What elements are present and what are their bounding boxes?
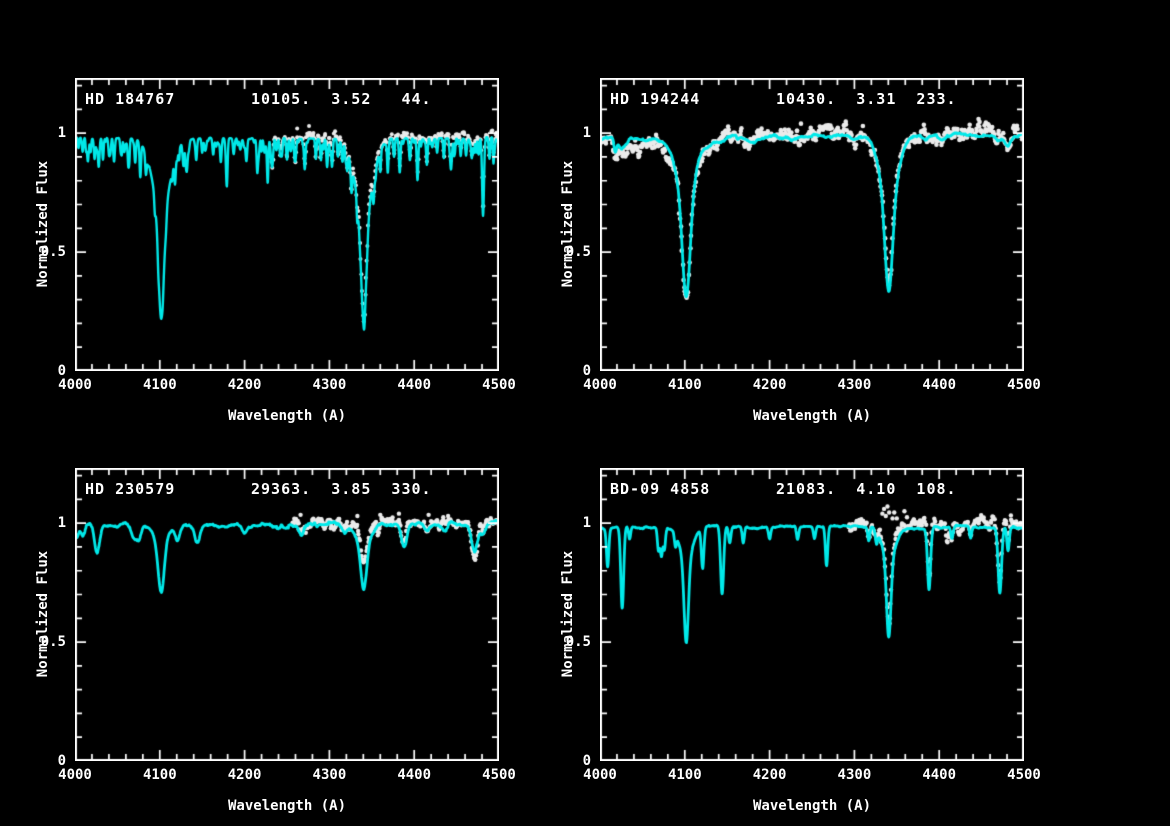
spectrum-panel-hd-184767: HD 184767 10105. 3.52 44. Wavelength (A)… <box>35 78 516 424</box>
y-tick-label: 1 <box>582 125 591 142</box>
y-tick-label: 0.5 <box>40 244 66 261</box>
spectrum-canvas <box>600 78 1024 371</box>
x-tick-label: 4200 <box>752 377 787 393</box>
y-tick-label: 1 <box>57 515 66 532</box>
spectrum-panel-hd-194244: HD 194244 10430. 3.31 233. Wavelength (A… <box>560 78 1041 424</box>
y-tick-label: 0 <box>582 753 591 769</box>
x-tick-label: 4400 <box>397 767 432 783</box>
x-axis-label: Wavelength (A) <box>752 798 872 814</box>
x-tick-label: 4200 <box>227 767 262 783</box>
x-tick-label: 4300 <box>312 377 347 393</box>
y-axis-label: Normalized Flux <box>560 160 576 287</box>
x-tick-label: 4100 <box>142 767 177 783</box>
y-tick-label: 0 <box>57 363 66 379</box>
x-tick-label: 4000 <box>58 377 92 393</box>
x-tick-label: 4000 <box>583 767 617 783</box>
panel-title-star: HD 230579 <box>85 480 176 498</box>
panel-title-star: BD-09 4858 <box>610 480 711 498</box>
y-tick-label: 0.5 <box>565 634 591 651</box>
x-tick-label: 4500 <box>482 767 516 783</box>
x-tick-label: 4400 <box>397 377 432 393</box>
x-tick-label: 4500 <box>1007 377 1041 393</box>
spectrum-canvas <box>75 468 499 761</box>
x-tick-label: 4200 <box>752 767 787 783</box>
y-tick-label: 0.5 <box>565 244 591 261</box>
x-tick-label: 4300 <box>837 767 872 783</box>
x-tick-label: 4300 <box>837 377 872 393</box>
y-axis-label: Normalized Flux <box>560 550 576 677</box>
x-tick-label: 4200 <box>227 377 262 393</box>
spectrum-canvas <box>600 468 1024 761</box>
y-tick-label: 1 <box>582 515 591 532</box>
y-axis-label: Normalized Flux <box>35 550 51 677</box>
panel-title-params: 10430. 3.31 233. <box>776 90 957 108</box>
x-tick-label: 4000 <box>58 767 92 783</box>
panel-title-star: HD 184767 <box>85 90 176 108</box>
panel-title-params: 21083. 4.10 108. <box>776 480 957 498</box>
y-axis-label: Normalized Flux <box>35 160 51 287</box>
x-tick-label: 4500 <box>1007 767 1041 783</box>
x-axis-label: Wavelength (A) <box>227 408 347 424</box>
x-axis-label: Wavelength (A) <box>227 798 347 814</box>
x-tick-label: 4400 <box>922 767 957 783</box>
x-tick-label: 4300 <box>312 767 347 783</box>
x-tick-label: 4100 <box>667 767 702 783</box>
y-tick-label: 1 <box>57 125 66 142</box>
x-tick-label: 4100 <box>667 377 702 393</box>
y-tick-label: 0.5 <box>40 634 66 651</box>
spectrum-canvas <box>75 78 499 371</box>
y-tick-label: 0 <box>57 753 66 769</box>
panel-title-params: 10105. 3.52 44. <box>251 90 432 108</box>
x-tick-label: 4100 <box>142 377 177 393</box>
panel-title-params: 29363. 3.85 330. <box>251 480 432 498</box>
spectrum-panel-hd-230579: HD 230579 29363. 3.85 330. Wavelength (A… <box>35 468 516 814</box>
spectrum-panel-bd-09-4858: BD-09 4858 21083. 4.10 108. Wavelength (… <box>560 468 1041 814</box>
panel-title-star: HD 194244 <box>610 90 701 108</box>
x-tick-label: 4500 <box>482 377 516 393</box>
x-tick-label: 4400 <box>922 377 957 393</box>
x-tick-label: 4000 <box>583 377 617 393</box>
x-axis-label: Wavelength (A) <box>752 408 872 424</box>
y-tick-label: 0 <box>582 363 591 379</box>
